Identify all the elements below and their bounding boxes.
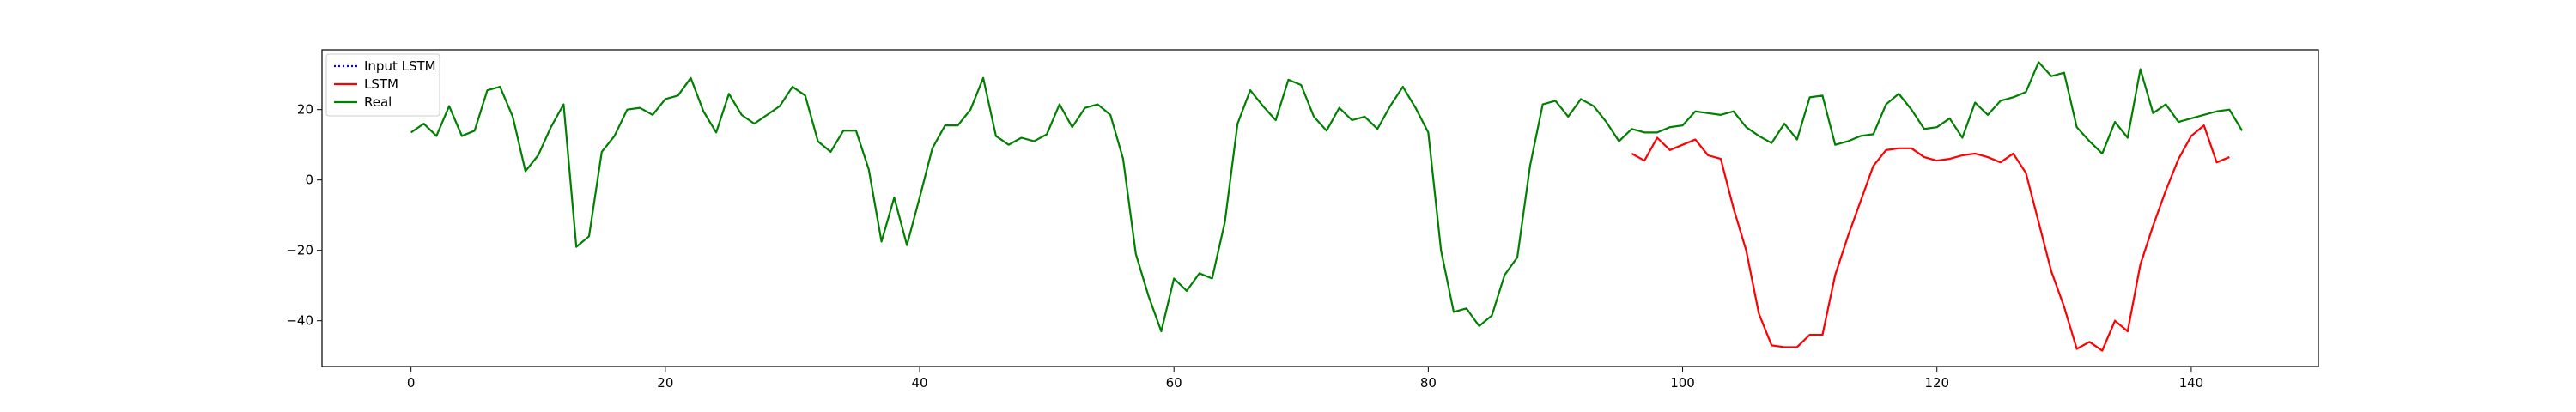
plot-area bbox=[321, 49, 2319, 367]
legend-label: LSTM bbox=[364, 76, 398, 92]
x-tick-label: 140 bbox=[2179, 375, 2204, 391]
y-axis: −40 −20 0 20 bbox=[286, 102, 322, 329]
legend-box bbox=[325, 53, 440, 117]
x-tick-label: 40 bbox=[911, 375, 927, 391]
y-tick-label: −20 bbox=[286, 243, 313, 258]
y-tick-label: 0 bbox=[305, 173, 313, 188]
series-line-lstm bbox=[1631, 124, 2230, 352]
series-line-real bbox=[410, 61, 2244, 333]
y-tick-label: 20 bbox=[297, 102, 313, 118]
x-tick-label: 120 bbox=[1924, 375, 1949, 391]
series-layer bbox=[410, 61, 2244, 352]
x-tick-label: 100 bbox=[1670, 375, 1695, 391]
y-tick-label: −40 bbox=[286, 313, 313, 329]
axes-frame bbox=[321, 49, 2319, 367]
legend: Input LSTM LSTM Real bbox=[325, 53, 440, 117]
x-tick-label: 80 bbox=[1420, 375, 1437, 391]
x-tick-label: 20 bbox=[657, 375, 673, 391]
x-tick-label: 0 bbox=[407, 375, 416, 391]
legend-label: Input LSTM bbox=[364, 58, 436, 74]
x-axis: 0 20 40 60 80 100 120 140 bbox=[407, 367, 2203, 391]
x-tick-label: 60 bbox=[1166, 375, 1182, 391]
legend-label: Real bbox=[364, 94, 392, 110]
